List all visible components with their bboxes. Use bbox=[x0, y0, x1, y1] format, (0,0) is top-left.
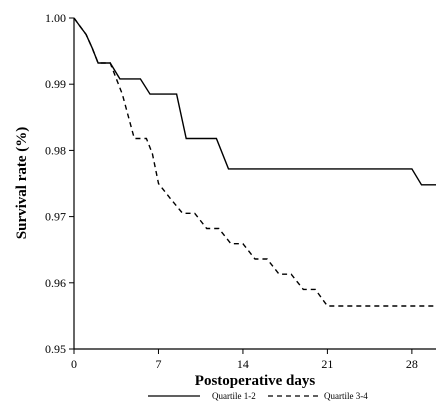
axes bbox=[73, 18, 436, 350]
series-line-quartile-3-4 bbox=[73, 17, 436, 307]
legend-label-quartile-3-4: Quartile 3-4 bbox=[324, 391, 368, 401]
x-tick-label: 21 bbox=[321, 357, 333, 371]
y-tick-label: 0.96 bbox=[45, 276, 66, 290]
legend: Quartile 1-2 Quartile 3-4 bbox=[148, 391, 368, 401]
series-layer bbox=[73, 17, 436, 307]
x-axis-title: Postoperative days bbox=[195, 373, 316, 389]
y-axis-title: Survival rate (%) bbox=[14, 127, 30, 239]
y-tick-label: 0.95 bbox=[45, 342, 66, 356]
y-tick-label: 0.98 bbox=[45, 143, 66, 157]
y-tick-label: 0.99 bbox=[45, 77, 66, 91]
x-tick-label: 0 bbox=[71, 357, 77, 371]
y-ticks: 0.95 0.96 0.97 0.98 0.99 1.00 bbox=[45, 11, 74, 356]
series-line-quartile-1-2 bbox=[73, 17, 436, 186]
y-tick-label: 0.97 bbox=[45, 210, 66, 224]
y-tick-label: 1.00 bbox=[45, 11, 66, 25]
x-ticks: 0 7 14 21 28 bbox=[71, 349, 418, 371]
x-tick-label: 28 bbox=[406, 357, 418, 371]
legend-label-quartile-1-2: Quartile 1-2 bbox=[212, 391, 256, 401]
x-tick-label: 14 bbox=[237, 357, 249, 371]
x-tick-label: 7 bbox=[155, 357, 161, 371]
